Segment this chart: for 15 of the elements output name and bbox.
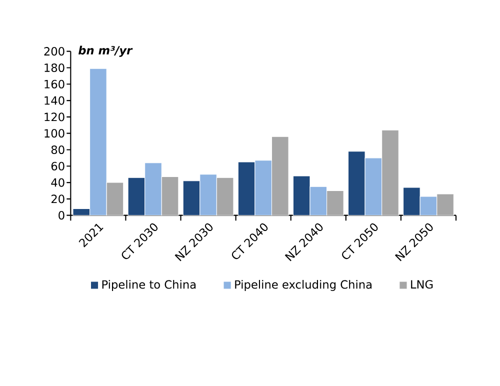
y-tick-label: 20 <box>51 194 64 204</box>
y-tick-label: 160 <box>44 80 64 88</box>
y-tick-label: 0 <box>58 211 64 220</box>
y-tick-label: 140 <box>44 96 64 105</box>
legend-label: LNG <box>411 280 433 289</box>
legend-label: Pipeline excluding China <box>235 280 372 291</box>
y-tick-label: 200 <box>44 47 64 56</box>
legend-label: Pipeline to China <box>102 280 196 291</box>
y-tick-label: 40 <box>51 178 64 187</box>
y-tick-label: 180 <box>44 63 64 72</box>
y-tick-label: 100 <box>44 129 64 138</box>
y-tick-label: 60 <box>51 162 64 170</box>
y-tick-label: 80 <box>51 145 64 154</box>
y-tick-label: 120 <box>44 112 64 122</box>
y-axis-title: bn m³/yr <box>78 46 133 57</box>
